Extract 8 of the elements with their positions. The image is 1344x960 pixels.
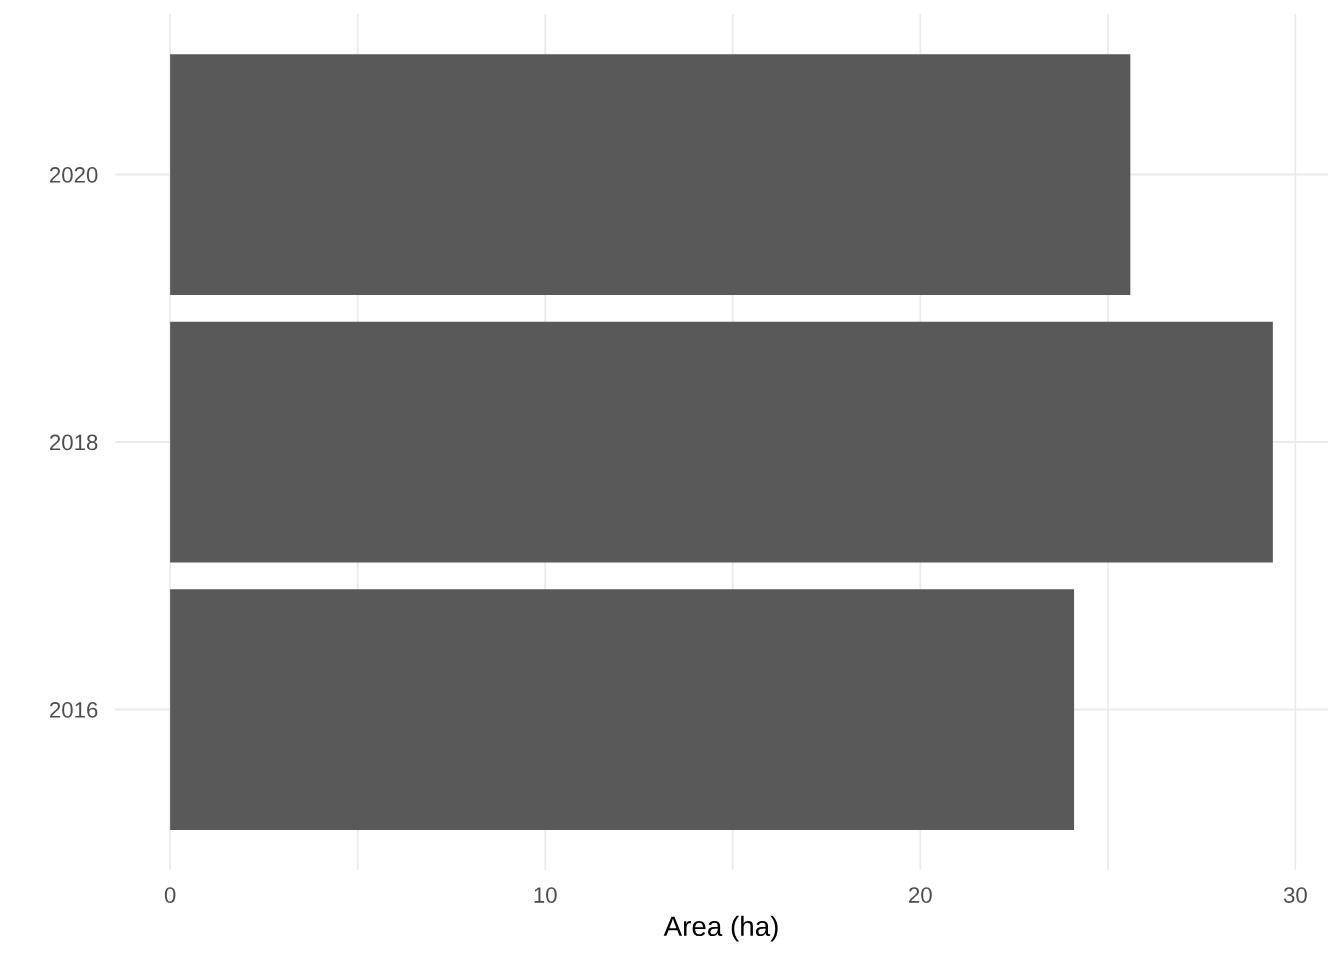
y-tick-label: 2020 bbox=[50, 167, 98, 183]
x-tick-label: 20 bbox=[909, 887, 932, 903]
x-tick-label: 0 bbox=[164, 887, 176, 903]
x-axis-title: Area (ha) bbox=[663, 915, 778, 942]
x-tick-label: 10 bbox=[534, 887, 557, 903]
y-tick-label: 2018 bbox=[50, 434, 98, 451]
x-tick-label: 30 bbox=[1283, 887, 1307, 903]
y-tick-label: 2016 bbox=[50, 702, 98, 718]
